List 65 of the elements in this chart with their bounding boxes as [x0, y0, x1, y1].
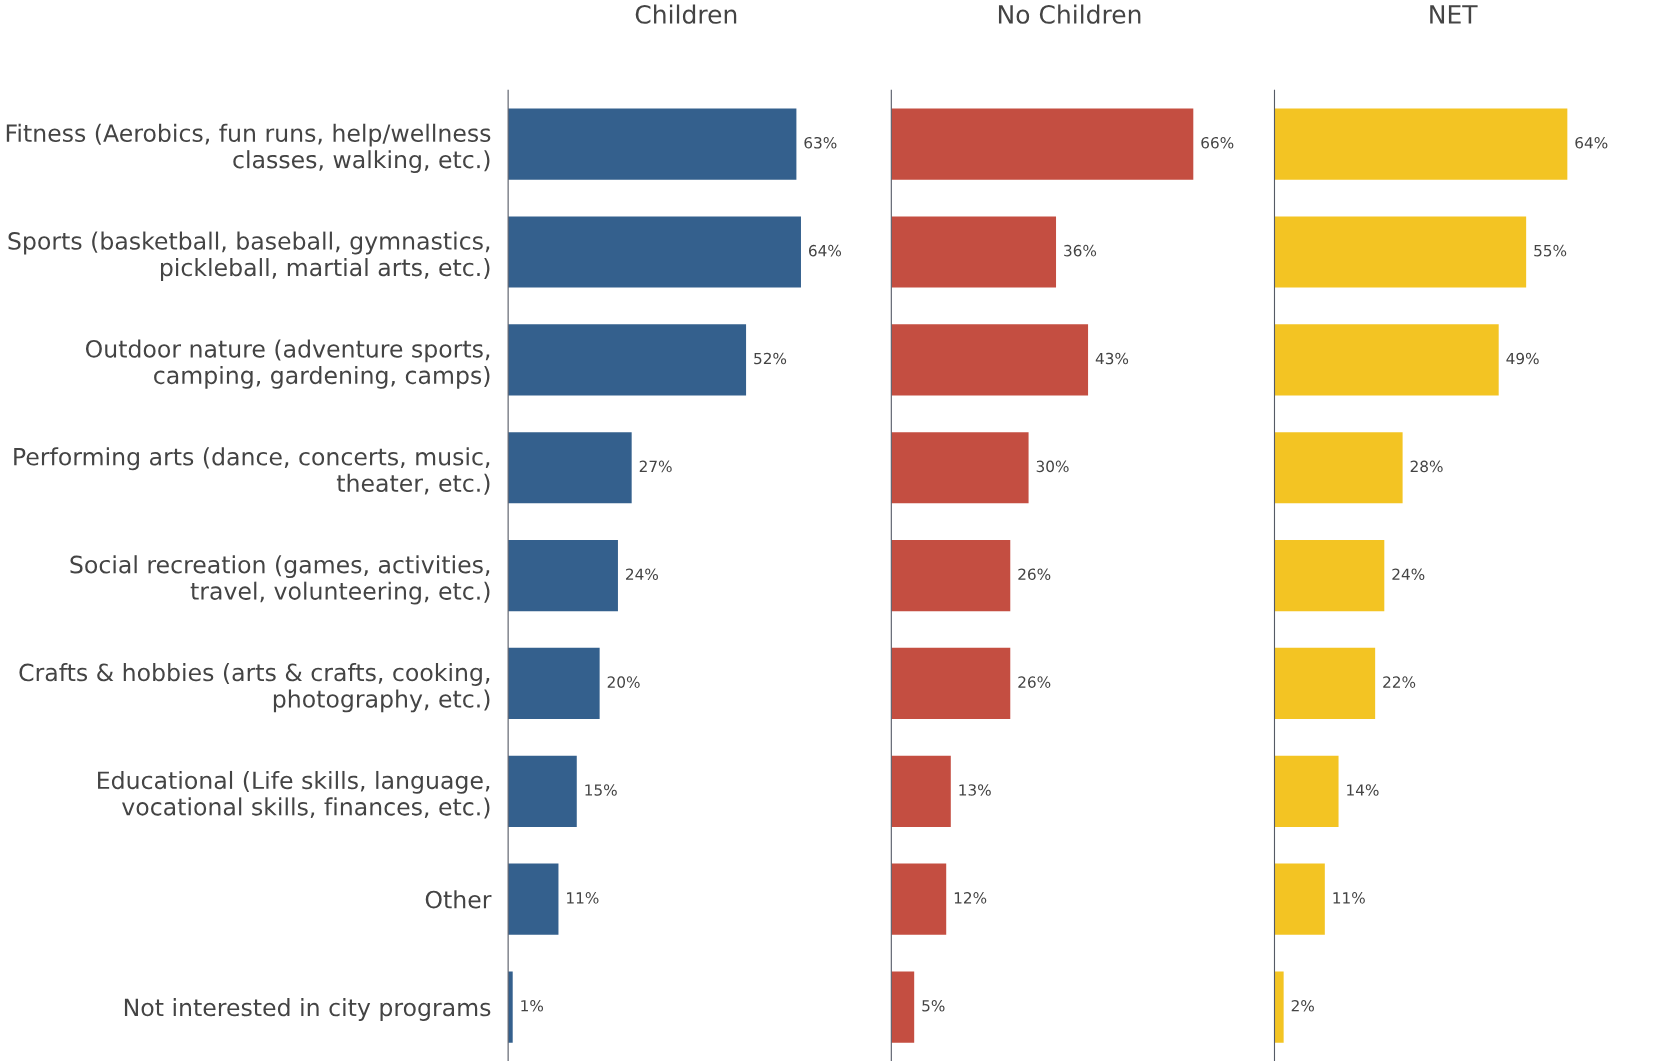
- y-tick-label: Crafts & hobbies (arts & crafts, cooking, photography, etc.): [19, 663, 490, 713]
- bar: [891, 863, 947, 935]
- y-tick-label: Outdoor nature (adventure sports, camping, gardening, camps): [85, 339, 490, 389]
- bar: [508, 432, 632, 504]
- data-label: 26%: [1018, 676, 1051, 688]
- bar: [1274, 971, 1284, 1043]
- data-label: 52%: [754, 352, 787, 365]
- y-tick-label: Other: [425, 890, 492, 909]
- data-label: 1%: [521, 999, 544, 1012]
- data-label: 5%: [922, 999, 945, 1012]
- data-label: 30%: [1036, 460, 1069, 473]
- bar: [508, 108, 797, 180]
- data-label: 64%: [808, 244, 842, 257]
- bar: [891, 540, 1011, 612]
- y-tick-label: Sports (basketball, baseball, gymnastics, pickleball, martial arts, etc.): [8, 231, 490, 281]
- data-label: 20%: [607, 676, 640, 688]
- bar: [508, 863, 559, 935]
- data-label: 64%: [1575, 137, 1608, 149]
- chart-title: No Children: [998, 4, 1141, 24]
- bar: [891, 432, 1029, 504]
- bar: [891, 216, 1057, 288]
- bar: [891, 755, 951, 827]
- data-label: 24%: [626, 568, 659, 581]
- bar: [891, 971, 915, 1043]
- chart-title: NET: [1430, 5, 1478, 24]
- bar: [1274, 863, 1325, 935]
- bar: [1274, 216, 1527, 288]
- bar: [508, 324, 747, 396]
- bar: [891, 647, 1011, 720]
- bar: [1274, 432, 1403, 504]
- bar: [508, 540, 618, 612]
- data-label: 36%: [1064, 244, 1097, 257]
- bar: [508, 216, 801, 288]
- bar: [508, 755, 577, 827]
- y-tick-label: Social recreation (games, activities, travel, volunteering, etc.): [70, 555, 490, 605]
- data-label: 11%: [1333, 892, 1365, 904]
- data-label: 13%: [959, 784, 991, 796]
- data-label: 66%: [1201, 137, 1234, 149]
- bar: [1274, 108, 1568, 180]
- data-label: 43%: [1095, 352, 1129, 365]
- y-tick-label: Fitness (Aerobics, fun runs, help/wellness classes, walking, etc.): [6, 123, 491, 174]
- bar: [1274, 324, 1499, 396]
- bar: [1274, 540, 1385, 612]
- data-label: 24%: [1392, 568, 1425, 581]
- data-label: 55%: [1534, 244, 1567, 257]
- bar: [1274, 755, 1339, 827]
- data-label: 11%: [567, 892, 599, 904]
- data-label: 26%: [1018, 568, 1051, 581]
- y-tick-label: Not interested in city programs: [124, 998, 491, 1021]
- data-label: 12%: [954, 892, 987, 904]
- bar: [1274, 647, 1376, 720]
- data-label: 27%: [639, 460, 672, 473]
- bar: [891, 324, 1089, 396]
- chart-title: Children: [635, 4, 737, 24]
- data-label: 14%: [1347, 784, 1379, 796]
- data-label: 2%: [1291, 999, 1314, 1012]
- data-label: 49%: [1506, 352, 1539, 365]
- data-label: 15%: [585, 784, 617, 796]
- data-label: 22%: [1383, 676, 1416, 688]
- y-tick-label: Educational (Life skills, language, vocational skills, finances, etc.): [98, 770, 490, 819]
- bar: [891, 108, 1194, 180]
- bar: [508, 647, 600, 720]
- y-tick-label: Performing arts (dance, concerts, music, theater, etc.): [14, 447, 490, 495]
- data-label: 63%: [804, 137, 837, 149]
- data-label: 28%: [1410, 460, 1443, 473]
